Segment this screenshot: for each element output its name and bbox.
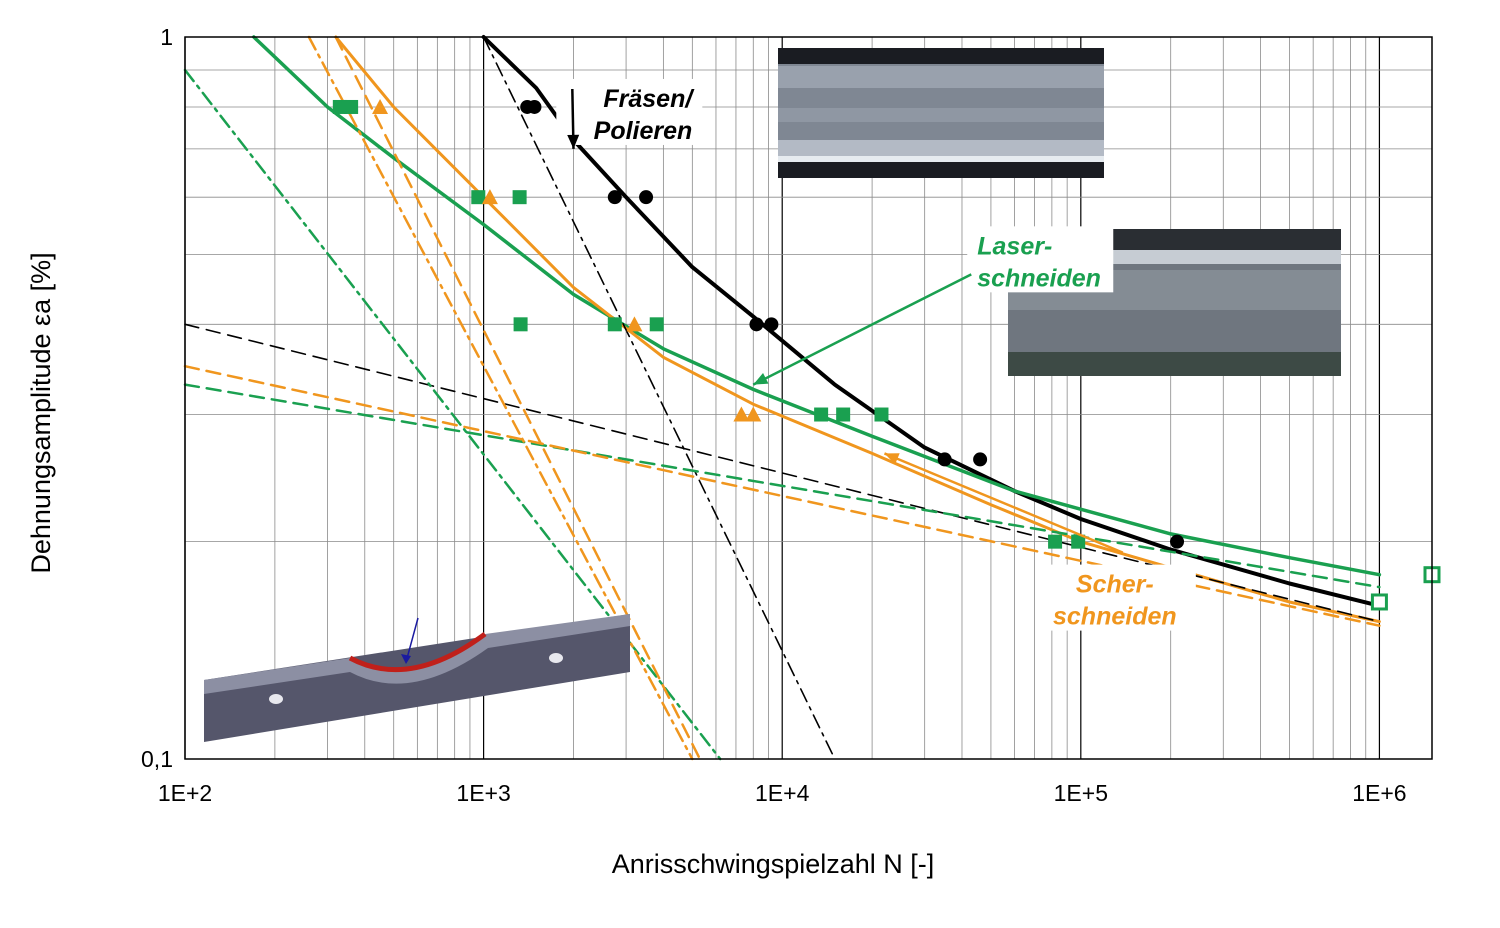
y-tick-label: 0,1: [141, 746, 173, 772]
fraesen-label-background: [556, 78, 703, 145]
chart-tick-labels: 1E+2 1E+3 1E+4 1E+5 1E+6 0,1 1: [141, 24, 1407, 806]
milled-surface-photo: [778, 48, 1104, 178]
green-dashed-line: [183, 383, 1381, 589]
fraesen-point: [749, 317, 764, 332]
laser-point: [512, 190, 527, 205]
fraesen-annotation: Fräsen/Polieren: [556, 78, 703, 149]
laser-point: [814, 407, 829, 422]
laser-point: [344, 99, 359, 114]
fraesen-point: [527, 99, 542, 114]
laser-arrow: [752, 273, 972, 386]
scher-label-background: [1049, 564, 1196, 631]
laser-point: [836, 407, 851, 422]
laser-point: [332, 99, 347, 114]
scher-arrowhead: [884, 453, 900, 465]
chart-series: [183, 35, 1441, 761]
x-tick-label: 1E+3: [456, 780, 510, 806]
laser-curve-line: [252, 35, 1382, 577]
x-tick-label: 1E+4: [755, 780, 810, 806]
scher-point: [745, 406, 762, 422]
x-tick-label: 1E+2: [158, 780, 212, 806]
laser-annotation: Laser-schneiden: [752, 226, 1114, 386]
laser-label-background: [967, 226, 1114, 293]
specimen-illustration: [204, 614, 630, 742]
scher-point: [626, 316, 643, 332]
laser-point: [649, 317, 664, 332]
scher-label-line: schneiden: [1053, 603, 1177, 631]
fraesen-label-line: Polieren: [594, 117, 693, 145]
laser-arrowhead: [753, 372, 769, 385]
x-tick-label: 1E+6: [1352, 780, 1406, 806]
x-tick-label: 1E+5: [1054, 780, 1108, 806]
scher-annotation: Scher-schneiden: [883, 452, 1196, 631]
fraesen-point: [973, 452, 988, 467]
y-tick-label: 1: [160, 24, 173, 50]
scher-point: [372, 98, 389, 114]
fraesen-point: [764, 317, 779, 332]
orange-dashed-steep-line: [334, 35, 702, 761]
laser-point: [874, 407, 889, 422]
scher-point: [733, 406, 750, 422]
laser-runout-point: [1370, 593, 1388, 611]
laser-point: [471, 190, 486, 205]
scher-point: [481, 189, 498, 205]
x-axis-title: Anrisschwingspielzahl N [-]: [612, 849, 935, 879]
laser-point: [1071, 534, 1086, 549]
fraesen-label-line: Fräsen/: [603, 85, 695, 113]
fraesen-point: [607, 190, 622, 205]
fraesen-point: [1170, 534, 1185, 549]
laser-label-line: Laser-: [977, 232, 1052, 260]
black-dashdot-line: [482, 36, 836, 760]
laser-label-line: schneiden: [977, 264, 1101, 292]
laser-point: [1048, 534, 1063, 549]
scher-arrow: [883, 452, 1124, 554]
fraesen-point: [639, 190, 654, 205]
fraesen-arrowhead: [567, 134, 580, 149]
y-axis-title: Dehnungsamplitude εa [%]: [26, 252, 56, 573]
scher-label-line: Scher-: [1076, 571, 1154, 599]
laser-point: [513, 317, 528, 332]
laser-point: [607, 317, 622, 332]
fraesen-point: [937, 452, 952, 467]
chart-annotations: Fräsen/PolierenLaser-schneidenScher-schn…: [556, 78, 1196, 631]
scher-curve-line: [334, 35, 1381, 624]
plot-frame: [184, 36, 1433, 760]
